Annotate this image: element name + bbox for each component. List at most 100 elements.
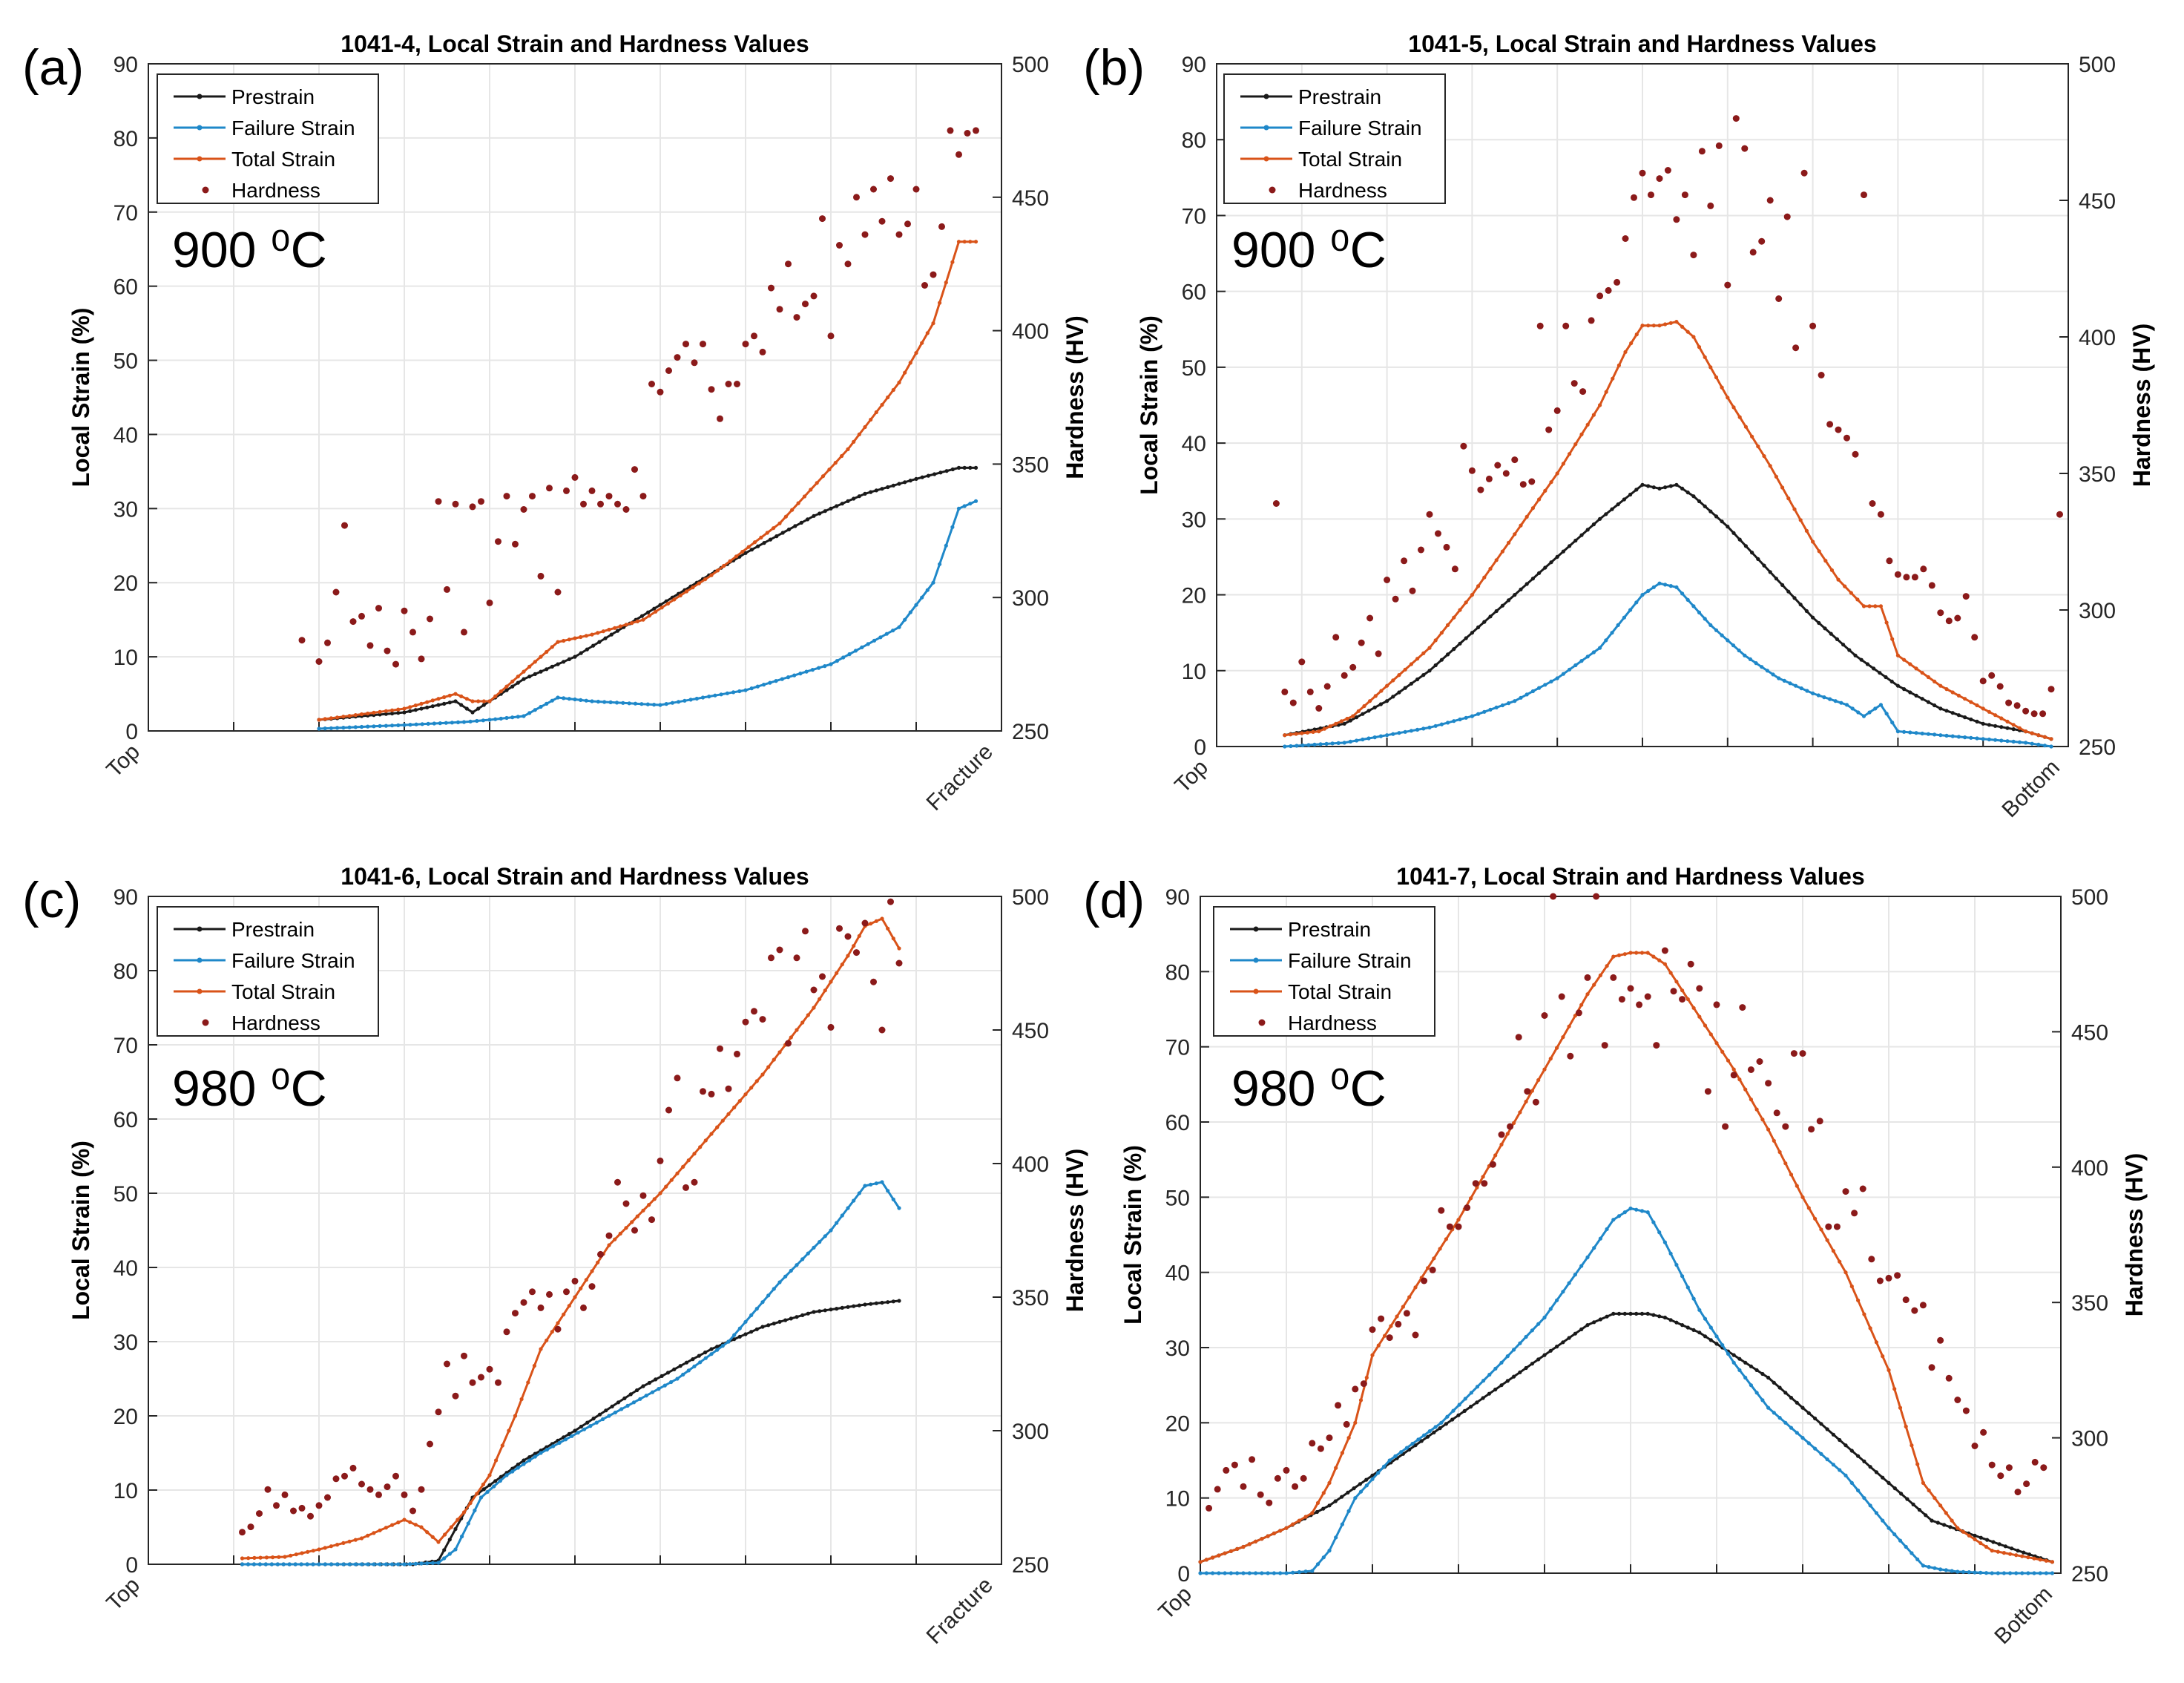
hardness-point xyxy=(665,367,672,374)
data-point xyxy=(1760,1371,1765,1377)
right-tick-label: 450 xyxy=(2071,1020,2108,1045)
data-point xyxy=(1334,1466,1338,1470)
data-point xyxy=(1426,1266,1430,1270)
data-point xyxy=(1254,1571,1258,1575)
data-point xyxy=(1334,1535,1338,1540)
data-point xyxy=(1421,673,1426,678)
hardness-point xyxy=(1412,1331,1419,1339)
data-point xyxy=(1956,1526,1960,1530)
data-point xyxy=(841,655,846,660)
data-point xyxy=(1944,687,1949,692)
data-point xyxy=(378,1562,382,1566)
data-point xyxy=(1731,1353,1736,1357)
data-point xyxy=(1984,1544,1989,1549)
data-point xyxy=(323,1562,327,1566)
hardness-point xyxy=(1894,1272,1901,1279)
data-point xyxy=(1383,1333,1387,1338)
hardness-point xyxy=(1988,1461,1996,1469)
hardness-point xyxy=(870,978,877,985)
panel-letter: (b) xyxy=(1083,39,1145,96)
hardness-point xyxy=(1507,1123,1514,1130)
data-point xyxy=(539,1451,543,1455)
data-point xyxy=(863,1302,867,1307)
hardness-point xyxy=(921,282,928,289)
data-point xyxy=(800,1313,805,1317)
data-point xyxy=(799,520,803,525)
data-point xyxy=(621,701,625,705)
data-point xyxy=(638,1397,642,1401)
data-point xyxy=(1935,1520,1940,1525)
data-point xyxy=(1646,324,1651,328)
data-point xyxy=(1783,1161,1788,1166)
data-point xyxy=(1507,701,1511,706)
hardness-point xyxy=(1783,213,1791,220)
data-point xyxy=(886,926,890,931)
data-point xyxy=(914,476,918,482)
hardness-point xyxy=(1886,557,1893,565)
data-point xyxy=(1278,1571,1283,1575)
data-point xyxy=(1505,1354,1510,1359)
data-point xyxy=(1902,657,1907,662)
right-tick-label: 400 xyxy=(1012,1152,1049,1177)
data-point xyxy=(1456,1413,1461,1417)
data-point xyxy=(1942,1523,1947,1527)
data-point xyxy=(1403,686,1407,690)
data-point xyxy=(777,1319,782,1324)
data-point xyxy=(1481,1396,1485,1400)
data-point xyxy=(329,716,333,721)
hardness-point xyxy=(717,415,723,422)
data-point xyxy=(390,1562,395,1566)
data-point xyxy=(263,1562,268,1566)
hardness-point xyxy=(324,1494,331,1501)
data-point xyxy=(1967,1570,1971,1575)
hardness-point xyxy=(1567,1052,1574,1060)
data-point xyxy=(795,1028,799,1032)
data-point xyxy=(1878,671,1882,675)
panel-letter: (a) xyxy=(22,39,84,96)
hardness-point xyxy=(580,1304,587,1311)
data-point xyxy=(1731,531,1736,535)
hardness-point xyxy=(844,260,852,268)
data-point xyxy=(550,645,554,649)
data-point xyxy=(1794,683,1798,688)
data-point xyxy=(317,718,321,722)
data-point xyxy=(1464,636,1468,640)
data-point xyxy=(878,635,883,640)
data-point xyxy=(662,1383,667,1388)
data-point xyxy=(903,480,907,485)
data-point xyxy=(647,1203,651,1207)
data-point xyxy=(1984,1571,1989,1575)
hardness-point xyxy=(1231,1461,1238,1469)
data-point xyxy=(697,1354,701,1358)
data-point xyxy=(1981,721,1985,726)
left-tick-label: 20 xyxy=(114,1405,138,1429)
data-point xyxy=(1766,1127,1771,1132)
data-point xyxy=(692,1152,697,1156)
data-point xyxy=(1890,637,1895,641)
data-point xyxy=(798,672,803,676)
left-tick-label: 80 xyxy=(1182,128,1206,153)
data-point xyxy=(1452,615,1456,620)
data-point xyxy=(1708,1325,1713,1330)
hardness-point xyxy=(1426,511,1433,518)
y-axis-label-left: Local Strain (%) xyxy=(1136,315,1162,495)
data-point xyxy=(1452,647,1456,652)
data-point xyxy=(1849,591,1853,595)
data-point xyxy=(1799,686,1803,691)
hardness-point xyxy=(708,386,715,393)
data-point xyxy=(1628,1311,1633,1316)
data-point xyxy=(1884,620,1889,625)
data-point xyxy=(1444,1237,1448,1241)
data-point xyxy=(1910,1551,1914,1555)
legend-marker-dot xyxy=(197,156,203,162)
data-point xyxy=(1318,742,1323,747)
data-point xyxy=(1561,549,1565,554)
data-point xyxy=(641,1384,645,1388)
data-point xyxy=(846,499,850,503)
data-point xyxy=(610,1404,614,1408)
data-point xyxy=(1403,667,1407,672)
legend-entry: Hardness xyxy=(231,1011,320,1034)
hardness-point xyxy=(1418,546,1424,554)
right-tick-label: 450 xyxy=(1012,1019,1049,1043)
